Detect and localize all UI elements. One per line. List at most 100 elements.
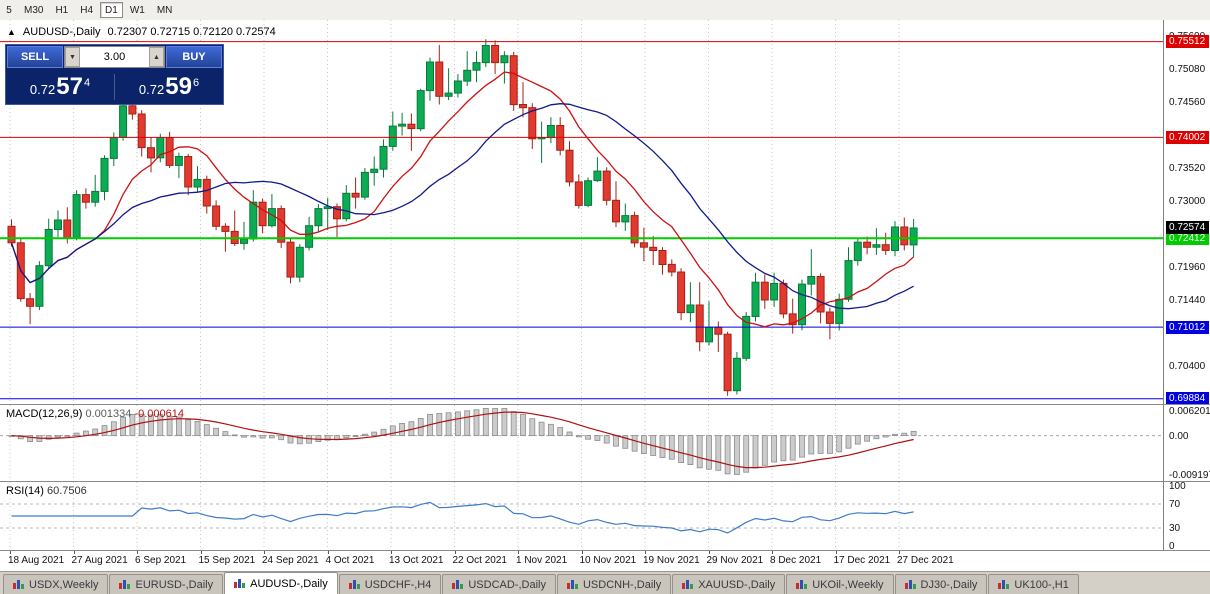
chart-tab-usdx[interactable]: USDX,Weekly — [3, 574, 109, 594]
chart-tab-usdcnh[interactable]: USDCNH-,Daily — [556, 574, 672, 594]
chart-tab-audusd[interactable]: AUDUSD-,Daily — [224, 572, 338, 594]
chart-tab-ukoil[interactable]: UKOil-,Weekly — [786, 574, 894, 594]
chart-tab-usdcad[interactable]: USDCAD-,Daily — [442, 574, 556, 594]
price-chart-pane[interactable]: ▲ AUDUSD-,Daily 0.72307 0.72715 0.72120 … — [0, 20, 1164, 404]
level-price-badge: 0.69884 — [1166, 392, 1209, 406]
time-axis[interactable]: 18 Aug 2021 27 Aug 2021 6 Sep 2021 15 Sep 2… — [0, 551, 1210, 568]
chart-thumbnail-icon — [234, 578, 246, 588]
time-axis-label: 13 Oct 2021 — [389, 555, 444, 566]
time-axis-tick — [137, 551, 138, 554]
timeframe-button-mn[interactable]: MN — [152, 2, 178, 18]
rsi-axis-label: 30 — [1169, 523, 1181, 534]
time-axis-tick — [708, 551, 710, 554]
rsi-axis-label: 0 — [1169, 541, 1175, 552]
pane-separator[interactable] — [0, 481, 1210, 482]
chart-tab-dj30[interactable]: DJ30-,Daily — [894, 574, 988, 594]
buy-price: 0.72 59 6 — [138, 72, 200, 100]
chart-thumbnail-icon — [348, 579, 360, 589]
time-axis-label: 8 Dec 2021 — [770, 555, 822, 566]
chart-tab-label: DJ30-,Daily — [920, 578, 978, 591]
chart-tab-label: EURUSD-,Daily — [135, 578, 214, 591]
timeframe-toolbar: 5 M30 H1 H4 D1 W1 MN — [0, 0, 1210, 21]
macd-canvas — [0, 405, 1163, 481]
volume-input[interactable]: 3.00 — [80, 47, 149, 67]
one-click-prices-row: 0.72 57 4 0.72 59 6 — [6, 69, 223, 104]
time-axis-tick — [73, 551, 75, 554]
level-price-badge: 0.72412 — [1166, 231, 1209, 245]
timeframe-button-d1[interactable]: D1 — [100, 2, 123, 18]
chart-thumbnail-icon — [998, 579, 1010, 589]
timeframe-button-m30[interactable]: M30 — [19, 2, 48, 18]
rsi-axis[interactable]: 100 70 30 0 — [1165, 481, 1210, 552]
chart-thumbnail-icon — [796, 579, 808, 589]
time-axis-tick — [581, 551, 583, 554]
time-axis-tick — [645, 551, 646, 554]
macd-axis-label: 0.00 — [1169, 430, 1189, 442]
last-price-badge: 0.72574 — [1166, 221, 1209, 235]
time-axis-tick — [391, 551, 392, 554]
sell-price: 0.72 57 4 — [29, 72, 91, 100]
price-axis-label: 0.71960 — [1169, 261, 1206, 273]
rsi-pane[interactable]: RSI(14) 60.7506 — [0, 482, 1164, 550]
time-axis-tick — [899, 551, 900, 554]
one-click-controls-row: SELL ▼ 3.00 ▲ BUY — [6, 45, 223, 69]
time-axis-label: 18 Aug 2021 — [8, 555, 65, 566]
chart-tab-label: UK100-,H1 — [1014, 578, 1069, 591]
buy-button[interactable]: BUY — [166, 46, 222, 68]
time-axis-label: 19 Nov 2021 — [643, 555, 700, 566]
level-price-badge: 0.71012 — [1166, 320, 1209, 334]
chart-title-row: ▲ AUDUSD-,Daily 0.72307 0.72715 0.72120 … — [7, 26, 276, 38]
ma-fast-line — [10, 71, 915, 328]
macd-legend: MACD(12,26,9) 0.001334 -0.000614 — [6, 408, 184, 420]
time-axis-label: 22 Oct 2021 — [452, 555, 507, 566]
time-axis-label: 6 Sep 2021 — [135, 555, 187, 566]
timeframe-button-h4[interactable]: H4 — [75, 2, 98, 18]
time-axis-label: 17 Dec 2021 — [833, 555, 891, 566]
time-axis-tick — [772, 551, 773, 554]
chart-tab-eurusd[interactable]: EURUSD-,Daily — [109, 574, 224, 594]
timeframe-button-w1[interactable]: W1 — [125, 2, 150, 18]
macd-axis[interactable]: 0.006201 0.00 -0.009197 — [1165, 405, 1210, 481]
volume-control: ▼ 3.00 ▲ — [64, 46, 165, 68]
price-axis-label: 0.70400 — [1169, 360, 1206, 372]
chart-tab-usdchf[interactable]: USDCHF-,H4 — [338, 574, 442, 594]
price-axis-label: 0.74560 — [1169, 96, 1206, 108]
time-axis-label: 24 Sep 2021 — [262, 555, 319, 566]
macd-signal-line — [11, 411, 914, 469]
sell-button[interactable]: SELL — [7, 46, 63, 68]
time-axis-label: 1 Nov 2021 — [516, 555, 568, 566]
rsi-canvas — [0, 482, 1163, 550]
price-axis-label: 0.75080 — [1169, 63, 1206, 75]
pane-separator[interactable] — [0, 404, 1210, 405]
price-axis-label: 0.71440 — [1169, 294, 1206, 306]
time-axis-tick — [518, 551, 519, 554]
one-click-collapse-icon[interactable]: ▲ — [7, 27, 16, 37]
macd-pane[interactable]: MACD(12,26,9) 0.001334 -0.000614 — [0, 405, 1164, 481]
price-axis-label: 0.73000 — [1169, 195, 1206, 207]
level-price-badge: 0.74002 — [1166, 130, 1209, 144]
timeframe-button-5[interactable]: 5 — [1, 2, 17, 18]
chart-ohlc-values: 0.72307 0.72715 0.72120 0.72574 — [107, 26, 276, 38]
time-axis-label: 27 Aug 2021 — [71, 555, 128, 566]
time-axis-label: 4 Oct 2021 — [325, 555, 375, 566]
macd-histogram — [8, 408, 917, 475]
pane-separator — [0, 550, 1210, 551]
time-axis-tick — [327, 551, 329, 554]
timeframe-button-h1[interactable]: H1 — [50, 2, 73, 18]
time-axis-label: 27 Dec 2021 — [897, 555, 954, 566]
chart-thumbnail-icon — [682, 579, 694, 589]
chart-tab-uk100[interactable]: UK100-,H1 — [988, 574, 1079, 594]
time-axis-tick — [454, 551, 456, 554]
price-axis[interactable]: 0.756000.750800.745600.735200.730000.719… — [1165, 20, 1210, 406]
macd-axis-label: -0.009197 — [1169, 470, 1210, 481]
chart-tab-label: USDX,Weekly — [29, 578, 99, 591]
candles-layer — [7, 39, 918, 396]
volume-increase-button[interactable]: ▲ — [149, 47, 164, 67]
chart-tab-label: AUDUSD-,Daily — [250, 577, 328, 590]
chart-tab-label: XAUUSD-,Daily — [698, 578, 776, 591]
chart-tab-xauusd[interactable]: XAUUSD-,Daily — [672, 574, 786, 594]
price-chart-canvas — [0, 20, 1163, 404]
volume-decrease-button[interactable]: ▼ — [65, 47, 80, 67]
rsi-line — [11, 501, 914, 534]
